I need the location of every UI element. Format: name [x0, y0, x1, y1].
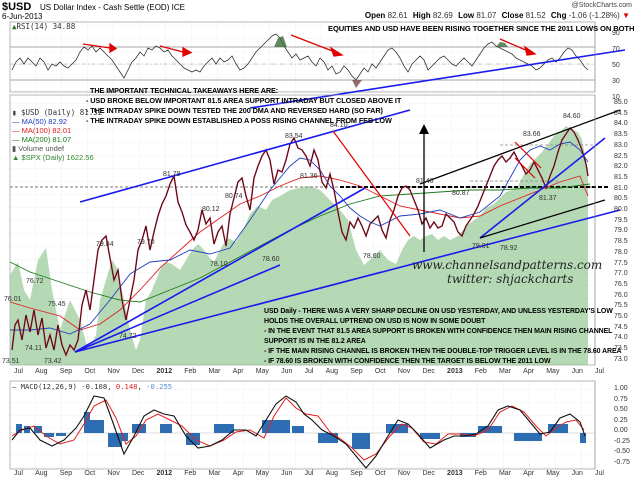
svg-text:83.54: 83.54 [285, 133, 303, 140]
svg-text:79.70: 79.70 [137, 239, 155, 246]
legend-spx: ▲ $SPX (Daily) 1622.56 [12, 153, 94, 162]
area-icon: ▲ [12, 153, 20, 162]
svg-text:79.84: 79.84 [96, 241, 114, 248]
svg-text:78.92: 78.92 [500, 245, 518, 252]
svg-text:78.10: 78.10 [210, 261, 228, 268]
high-label: High [412, 11, 431, 20]
svg-text:80.74: 80.74 [225, 193, 243, 200]
summary-line-1: USD Daily - THERE WAS A VERY SHARP DECLI… [264, 308, 613, 315]
low-label: Low [458, 11, 475, 20]
svg-text:84.10: 84.10 [330, 122, 348, 129]
macd-label: — MACD(12,26,9) -0.108, 0.148, -0.255 [12, 382, 173, 391]
instrument-name: US Dollar Index - Cash Settle (EOD) ICE [40, 3, 185, 12]
svg-text:80.87: 80.87 [452, 190, 470, 197]
rsi-panel [9, 21, 626, 109]
legend-ma200: — MA(200) 81.07 [12, 135, 72, 144]
rsi-annotation: EQUITIES AND USD HAVE BEEN RISING TOGETH… [328, 24, 635, 33]
takeaways-block: THE IMPORTANT TECHNICAL TAKEAWAYS HERE A… [86, 86, 401, 126]
svg-text:84.60: 84.60 [563, 113, 581, 120]
summary-line-6: - IF 78.60 IS BROKEN WITH CONFIDENCE THE… [264, 358, 551, 365]
svg-text:74.11: 74.11 [25, 345, 42, 352]
summary-line-5: - IF THE MAIN RISING CHANNEL IS BROKEN T… [264, 348, 622, 355]
svg-text:73.42: 73.42 [44, 358, 62, 365]
rsi-label: ▲RSI(14) 34.88 [12, 22, 76, 31]
legend-ma100: — MA(100) 82.01 [12, 126, 72, 135]
takeaway-3: - THE INTRADAY SPIKE DOWN ESTABLISHED A … [86, 116, 392, 125]
x-axis-bottom: Jul Aug Sep Oct Nov Dec 2012 Feb Mar Apr May Jun Jul… [14, 470, 604, 477]
svg-text:78.60: 78.60 [262, 256, 280, 263]
chg-value: -1.06 (-1.28%) [568, 11, 620, 20]
takeaway-2: - THE INTRADAY SPIKE DOWN TESTED THE 200… [86, 106, 383, 115]
svg-text:76.01: 76.01 [4, 296, 22, 303]
ohlc-summary: Open 82.61 High 82.69 Low 81.07 Close 81… [365, 11, 630, 20]
rsi-icon: ▲ [12, 22, 17, 31]
svg-text:80.12: 80.12 [202, 206, 220, 213]
summary-line-2: HOLDS THE OVERALL UPTREND ON USD IS NOW … [264, 318, 486, 325]
volume-icon: ▮ [12, 144, 17, 153]
macd-y-axis: 1.00 0.75 0.50 0.25 0.00 -0.25 -0.50 -0.… [614, 385, 630, 466]
svg-text:83.66: 83.66 [523, 131, 541, 138]
chg-label: Chg [550, 11, 567, 20]
ticker-symbol: $USD [2, 1, 32, 13]
summary-line-4: SUPPORT IS IN THE 81.2 AREA [264, 338, 366, 345]
price-y-axis: 85.0 84.5 84.0 83.5 83.0 82.5 82.0 81.5 … [614, 99, 628, 363]
macd-panel [9, 380, 596, 470]
x-axis-top: Jul Aug Sep Oct Nov Dec 2012 Feb Mar Apr May Jun Jul… [14, 368, 604, 375]
svg-text:81.37: 81.37 [539, 195, 557, 202]
close-value: 81.52 [525, 11, 546, 20]
legend-usd: ▮ $USD (Daily) 81.52 [12, 108, 103, 117]
summary-block: USD Daily - THERE WAS A VERY SHARP DECLI… [264, 307, 622, 367]
watermark-url: www.channelsandpatterns.com [412, 258, 603, 272]
svg-text:74.72: 74.72 [119, 333, 137, 340]
svg-text:73.51: 73.51 [2, 358, 20, 365]
legend-ma50: — MA(50) 82.92 [12, 117, 68, 126]
price-legend: ▮ $USD (Daily) 81.52 — MA(50) 82.92 — MA… [12, 108, 102, 162]
takeaway-1: - USD BROKE BELOW IMPORTANT 81.5 AREA SU… [86, 96, 402, 105]
price-panel: 73.51 76.01 76.72 74.11 75.45 73.42 79.8… [2, 94, 621, 366]
copyright: @StockCharts.com [571, 2, 632, 9]
close-label: Close [501, 11, 524, 20]
svg-text:78.60: 78.60 [363, 253, 381, 260]
summary-line-3: - IN THE EVENT THAT 81.5 AREA SUPPORT IS… [264, 328, 613, 335]
svg-text:75.45: 75.45 [48, 301, 66, 308]
svg-text:79.01: 79.01 [472, 243, 490, 250]
chart-date: 6-Jun-2013 [2, 12, 43, 21]
open-label: Open [364, 11, 386, 20]
legend-volume: ▮ Volume undef [12, 144, 65, 153]
watermark-twitter: twitter: shjackcharts [447, 272, 574, 286]
svg-text:81.46: 81.46 [416, 178, 434, 185]
svg-text:81.78: 81.78 [163, 171, 181, 178]
svg-text:76.72: 76.72 [26, 278, 44, 285]
candle-icon: ▮ [12, 108, 17, 117]
low-value: 81.07 [476, 11, 497, 20]
rsi-y-axis: 90 70 50 30 10 [612, 30, 620, 101]
open-value: 82.61 [387, 11, 408, 20]
down-arrow-icon: ▼ [622, 11, 630, 20]
macd-line-icon: — [12, 382, 17, 391]
svg-text:81.36: 81.36 [300, 173, 318, 180]
high-value: 82.69 [432, 11, 453, 20]
takeaways-title: THE IMPORTANT TECHNICAL TAKEAWAYS HERE A… [90, 86, 279, 95]
